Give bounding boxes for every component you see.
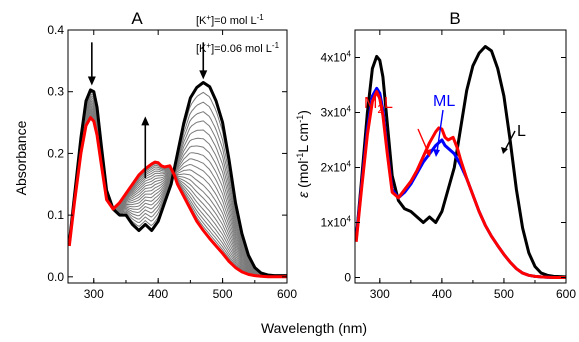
panel-b-plot-area — [355, 45, 566, 279]
series-end-line — [68, 116, 287, 279]
y-tick-label: 3x104 — [321, 105, 352, 120]
pointer-ml-head — [433, 149, 440, 157]
series-m2l-line — [355, 90, 566, 279]
annotation-k-zero: [K+]=0 mol L-1 — [196, 13, 264, 27]
panel-b-axes: 300 400 500 600 0 1x104 2x104 3x104 4x104 — [321, 30, 576, 301]
y-tick-label: 0.3 — [47, 85, 64, 99]
y-tick-label: 4x104 — [321, 50, 352, 65]
panel-b-frame — [354, 29, 567, 284]
arrow-down-head — [199, 70, 208, 80]
panel-a-y-axis-label: Absorbance — [13, 120, 29, 195]
x-tick-label: 300 — [84, 287, 104, 301]
series-l-line — [355, 45, 566, 279]
arrow-down-head — [87, 76, 96, 86]
x-tick-label: 400 — [432, 287, 452, 301]
x-tick-label: 600 — [556, 287, 576, 301]
x-tick-label: 300 — [370, 287, 390, 301]
pointer-l — [504, 130, 516, 151]
pointer-ml — [436, 109, 444, 153]
y-tick-label: 1x104 — [321, 215, 352, 230]
y-tick-label: 0.4 — [47, 23, 64, 37]
pointer-m2l-head — [424, 149, 431, 157]
pointer-l-head — [501, 147, 508, 154]
annotation-k-final: [K+]=0.06 mol L-1 — [196, 41, 280, 55]
label-m2l: M2L — [364, 95, 393, 116]
panel-a: 300 400 500 600 0.0 0.1 0.2 0.3 0.4 A Absorbance… — [13, 9, 297, 301]
x-tick-label: 500 — [494, 287, 514, 301]
label-l: L — [517, 123, 526, 140]
x-axis-label: Wavelength (nm) — [261, 320, 367, 336]
panel-b: 300 400 500 600 0 1x104 2x104 3x104 4x104 B ε (m… — [295, 9, 576, 301]
x-tick-label: 500 — [213, 287, 233, 301]
y-tick-label: 0.1 — [47, 208, 64, 222]
series-start-line — [68, 81, 287, 278]
panel-b-label: B — [449, 9, 460, 28]
arrow-up-head — [141, 116, 150, 126]
pointer-m2l — [417, 128, 429, 153]
label-pointers — [417, 109, 516, 157]
y-tick-label: 0.0 — [47, 270, 64, 284]
panel-a-plot-area — [68, 81, 287, 279]
x-tick-label: 600 — [277, 287, 297, 301]
y-tick-label: 0.2 — [47, 146, 64, 160]
panel-a-label: A — [131, 9, 143, 28]
y-tick-label: 2x104 — [321, 160, 352, 175]
label-ml: ML — [433, 93, 455, 110]
titration-curve — [68, 98, 287, 277]
x-tick-label: 400 — [148, 287, 168, 301]
panel-b-y-axis-label: ε (mol-1L cm-1) — [295, 110, 311, 198]
panel-a-arrows — [87, 42, 208, 179]
panel-a-frame — [67, 29, 288, 284]
panel-a-axes: 300 400 500 600 0.0 0.1 0.2 0.3 0.4 — [47, 23, 297, 301]
y-tick-label: 0 — [344, 271, 351, 285]
